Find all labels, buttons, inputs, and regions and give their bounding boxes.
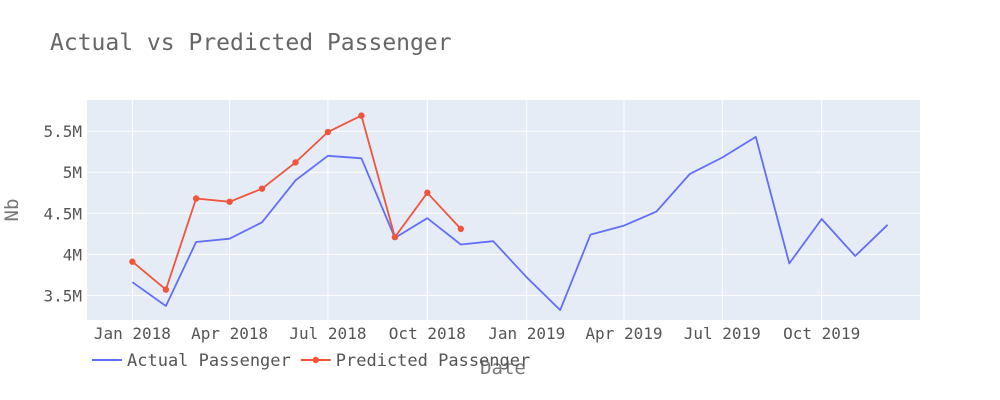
actual-passenger-point <box>854 255 856 257</box>
predicted-passenger-point <box>358 112 365 119</box>
grid-lines <box>87 100 920 320</box>
legend-item-actual-passenger[interactable]: Actual Passenger <box>92 351 291 371</box>
actual-passenger-point <box>131 281 133 283</box>
actual-passenger-point <box>755 136 757 138</box>
chart-title: Actual vs Predicted Passenger <box>50 30 452 56</box>
actual-passenger-point <box>788 262 790 264</box>
predicted-passenger-point <box>226 198 233 205</box>
actual-passenger-point <box>623 224 625 226</box>
y-tick-label: 4.5M <box>43 204 82 223</box>
actual-passenger-point <box>165 305 167 307</box>
x-tick-label: Jan 2018 <box>94 324 171 343</box>
actual-passenger-point <box>426 217 428 219</box>
predicted-passenger-point <box>424 189 431 196</box>
y-axis-title: Nb <box>1 199 23 222</box>
actual-passenger-point <box>195 241 197 243</box>
actual-passenger-point <box>327 155 329 157</box>
plot-area <box>87 100 920 320</box>
predicted-passenger-point <box>162 286 170 293</box>
x-tick-label: Oct 2018 <box>389 324 466 343</box>
predicted-passenger-point <box>192 195 200 202</box>
x-tick-label: Oct 2019 <box>783 324 860 343</box>
x-axis-title: Date <box>480 357 526 379</box>
actual-passenger-point <box>589 233 591 235</box>
x-tick-label: Jan 2019 <box>488 324 565 343</box>
actual-passenger-point <box>559 309 561 311</box>
x-axis-ticks: Jan 2018 Apr 2018 Jul 2018 Oct 2018 Jan 2019… <box>94 324 860 343</box>
x-tick-label: Apr 2019 <box>585 324 662 343</box>
actual-passenger-point <box>460 243 462 245</box>
actual-passenger-line <box>131 135 889 312</box>
actual-passenger-point <box>721 156 723 158</box>
legend-marker <box>312 356 319 364</box>
x-tick-label: Jul 2018 <box>289 324 366 343</box>
actual-passenger-point <box>689 173 691 175</box>
actual-passenger-point <box>360 157 362 159</box>
x-tick-label: Apr 2018 <box>191 324 268 343</box>
y-tick-label: 5M <box>63 163 82 182</box>
actual-passenger-point <box>294 179 296 181</box>
y-tick-label: 4M <box>63 245 82 264</box>
actual-passenger-point <box>886 224 888 226</box>
actual-passenger-point <box>228 238 230 240</box>
y-axis-ticks: 3.5M 4M 4.5M 5M 5.5M <box>43 122 82 305</box>
predicted-passenger-point <box>391 233 399 241</box>
predicted-passenger-point <box>457 225 465 233</box>
y-tick-label: 3.5M <box>43 286 82 305</box>
actual-passenger-point <box>526 276 528 278</box>
y-tick-label: 5.5M <box>43 122 82 141</box>
actual-passenger-point <box>261 221 263 223</box>
actual-passenger-point <box>492 240 494 242</box>
series-layer <box>129 112 889 312</box>
actual-passenger-point <box>820 218 822 220</box>
legend-label: Predicted Passenger <box>336 351 530 371</box>
actual-passenger-point <box>655 210 657 212</box>
legend[interactable]: Actual Passenger Predicted Passenger <box>92 351 530 371</box>
legend-item-predicted-passenger[interactable]: Predicted Passenger <box>300 351 530 371</box>
legend-label: Actual Passenger <box>127 351 291 371</box>
predicted-passenger-point <box>129 258 136 265</box>
predicted-passenger-point <box>258 185 266 192</box>
predicted-passenger-point <box>292 159 299 166</box>
x-tick-label: Jul 2019 <box>684 324 761 343</box>
predicted-passenger-point <box>324 128 332 136</box>
